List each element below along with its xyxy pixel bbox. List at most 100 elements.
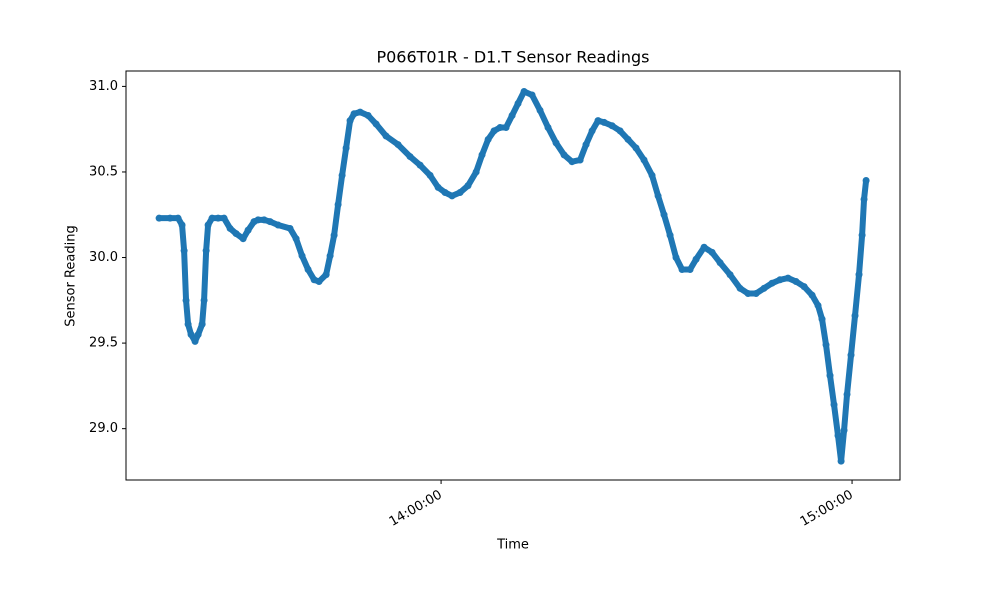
data-point bbox=[834, 432, 842, 440]
data-point bbox=[716, 259, 724, 267]
data-point bbox=[472, 168, 480, 176]
data-point bbox=[608, 122, 616, 130]
data-point bbox=[198, 320, 206, 328]
data-point bbox=[372, 120, 380, 128]
data-point bbox=[792, 277, 800, 285]
data-point bbox=[528, 91, 536, 99]
data-point bbox=[736, 284, 744, 292]
data-point bbox=[178, 221, 186, 229]
data-point bbox=[426, 171, 434, 179]
data-point bbox=[484, 135, 492, 143]
data-point bbox=[837, 457, 845, 465]
x-tick-label: 15:00:00 bbox=[798, 488, 856, 530]
data-point bbox=[692, 255, 700, 263]
data-point bbox=[744, 289, 752, 297]
data-point bbox=[768, 279, 776, 287]
data-point bbox=[822, 341, 830, 349]
data-point bbox=[286, 224, 294, 232]
data-point bbox=[858, 231, 866, 239]
data-point bbox=[155, 214, 163, 222]
data-point bbox=[382, 132, 390, 140]
data-point bbox=[654, 192, 662, 200]
data-point bbox=[708, 248, 716, 256]
data-point bbox=[166, 214, 174, 222]
data-point bbox=[860, 195, 868, 203]
data-point bbox=[666, 231, 674, 239]
data-point bbox=[204, 221, 212, 229]
data-point bbox=[514, 100, 522, 108]
data-point bbox=[191, 337, 199, 345]
data-point bbox=[441, 189, 449, 197]
data-point bbox=[840, 426, 848, 434]
data-point bbox=[214, 214, 222, 222]
plot-frame bbox=[125, 70, 901, 481]
data-point bbox=[194, 331, 202, 339]
data-point bbox=[752, 289, 760, 297]
data-point bbox=[660, 211, 668, 219]
data-point bbox=[588, 127, 596, 135]
data-point bbox=[200, 296, 208, 304]
data-point bbox=[322, 271, 330, 279]
data-point bbox=[232, 230, 240, 238]
data-point bbox=[338, 171, 346, 179]
data-point bbox=[582, 141, 590, 149]
data-point bbox=[208, 214, 216, 222]
data-point bbox=[726, 271, 734, 279]
data-point bbox=[536, 106, 544, 114]
data-point bbox=[244, 226, 252, 234]
data-point bbox=[632, 144, 640, 152]
data-point bbox=[342, 144, 350, 152]
data-point bbox=[416, 161, 424, 169]
data-point bbox=[266, 218, 274, 226]
chart-title: P066T01R - D1.T Sensor Readings bbox=[376, 48, 649, 67]
data-point bbox=[292, 235, 300, 243]
x-axis-label: Time bbox=[496, 538, 529, 553]
data-point bbox=[298, 252, 306, 260]
y-tick-label: 29.0 bbox=[89, 421, 118, 436]
data-point bbox=[356, 108, 364, 116]
y-axis-label: Sensor Reading bbox=[64, 225, 79, 326]
data-point bbox=[808, 291, 816, 299]
data-point bbox=[202, 247, 210, 255]
data-point bbox=[180, 247, 188, 255]
x-tick-label: 14:00:00 bbox=[387, 488, 445, 530]
data-point bbox=[843, 390, 851, 398]
data-point bbox=[826, 372, 834, 380]
data-point bbox=[330, 231, 338, 239]
data-point bbox=[862, 177, 870, 185]
data-point bbox=[508, 111, 516, 119]
data-point bbox=[448, 192, 456, 200]
data-point bbox=[776, 276, 784, 284]
data-point bbox=[818, 315, 826, 323]
data-point bbox=[334, 200, 342, 208]
data-point bbox=[552, 139, 560, 147]
data-point bbox=[182, 296, 190, 304]
data-point bbox=[678, 266, 686, 274]
data-point bbox=[464, 182, 472, 190]
data-point bbox=[220, 214, 228, 222]
data-point bbox=[478, 151, 486, 159]
data-point bbox=[640, 156, 648, 164]
data-point bbox=[700, 243, 708, 251]
y-tick-label: 31.0 bbox=[89, 79, 118, 94]
data-point bbox=[760, 284, 768, 292]
y-tick-label: 30.0 bbox=[89, 250, 118, 265]
data-point bbox=[520, 88, 528, 96]
data-point bbox=[814, 301, 822, 309]
data-point bbox=[490, 127, 498, 135]
data-point bbox=[672, 254, 680, 262]
data-point bbox=[600, 118, 608, 126]
data-point bbox=[576, 156, 584, 164]
data-point bbox=[800, 283, 808, 291]
data-line bbox=[156, 88, 870, 465]
data-point bbox=[568, 158, 576, 166]
data-point bbox=[364, 111, 372, 119]
data-point bbox=[187, 331, 195, 339]
data-point bbox=[830, 401, 838, 409]
data-point bbox=[851, 312, 859, 320]
data-point bbox=[274, 221, 282, 229]
data-point bbox=[315, 277, 323, 285]
data-point bbox=[239, 235, 247, 243]
data-point bbox=[254, 216, 262, 224]
